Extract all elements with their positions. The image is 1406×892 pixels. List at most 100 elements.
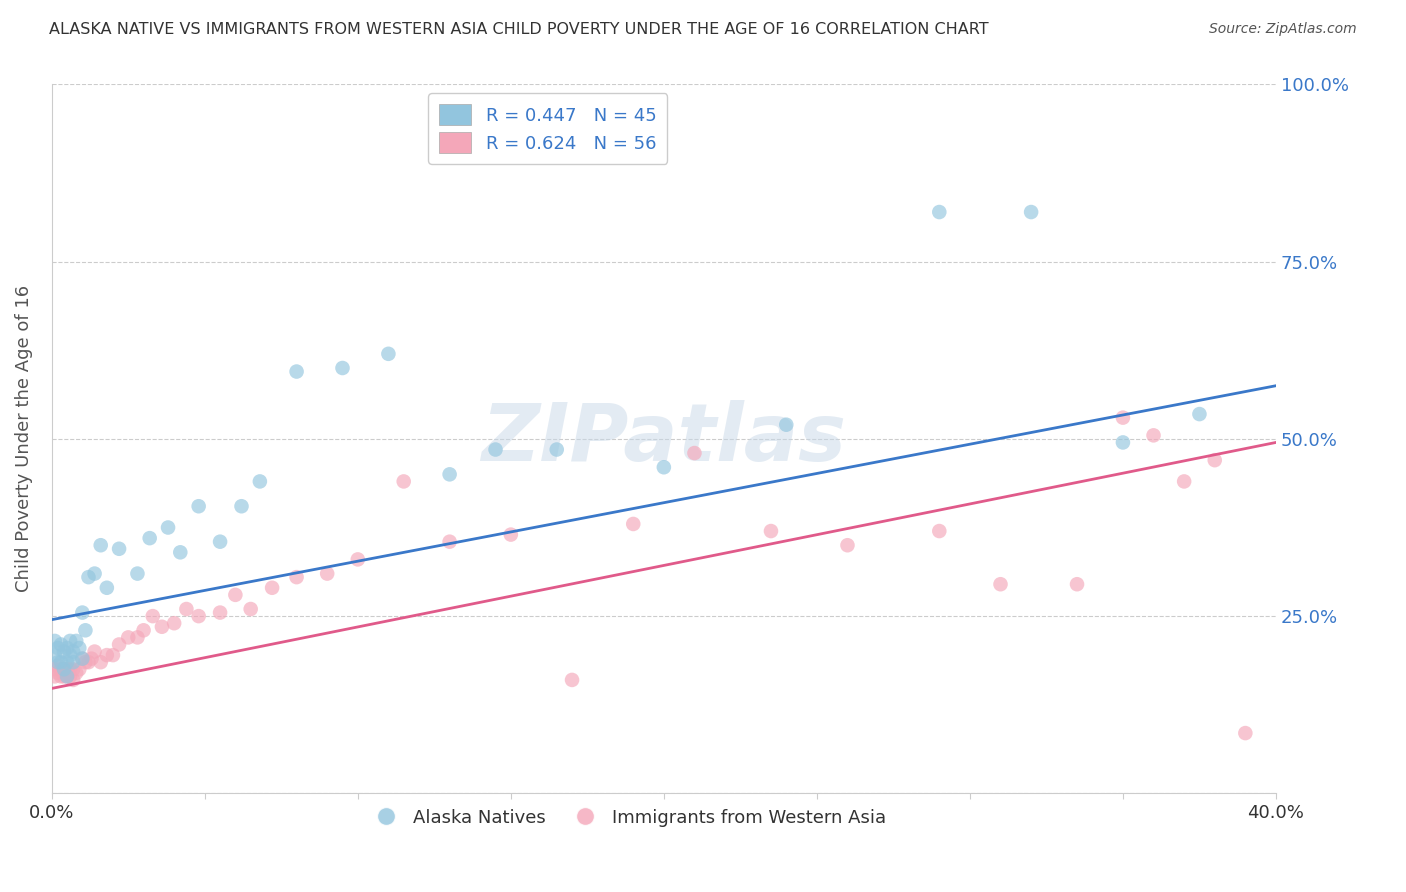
Point	[231, 500, 253, 514]
Point	[49, 669, 72, 683]
Point	[53, 669, 76, 683]
Point	[59, 634, 82, 648]
Point	[65, 665, 87, 680]
Text: Source: ZipAtlas.com: Source: ZipAtlas.com	[1209, 22, 1357, 37]
Point	[53, 644, 76, 658]
Point	[928, 205, 950, 219]
Point	[1204, 453, 1226, 467]
Point	[683, 446, 706, 460]
Point	[285, 570, 308, 584]
Point	[117, 631, 139, 645]
Point	[44, 669, 66, 683]
Point	[127, 566, 149, 581]
Text: ALASKA NATIVE VS IMMIGRANTS FROM WESTERN ASIA CHILD POVERTY UNDER THE AGE OF 16 : ALASKA NATIVE VS IMMIGRANTS FROM WESTERN…	[49, 22, 988, 37]
Point	[621, 516, 644, 531]
Point	[49, 638, 72, 652]
Point	[332, 361, 354, 376]
Point	[108, 541, 131, 556]
Point	[77, 655, 100, 669]
Point	[837, 538, 859, 552]
Point	[44, 648, 66, 662]
Point	[44, 634, 66, 648]
Point	[169, 545, 191, 559]
Point	[285, 365, 308, 379]
Point	[44, 662, 66, 676]
Legend: Alaska Natives, Immigrants from Western Asia: Alaska Natives, Immigrants from Western …	[360, 802, 894, 834]
Point	[1234, 726, 1257, 740]
Point	[62, 673, 84, 687]
Point	[316, 566, 339, 581]
Point	[59, 662, 82, 676]
Point	[108, 638, 131, 652]
Point	[990, 577, 1012, 591]
Point	[65, 634, 87, 648]
Point	[49, 655, 72, 669]
Point	[59, 669, 82, 683]
Point	[46, 655, 69, 669]
Point	[1112, 435, 1135, 450]
Point	[101, 648, 124, 662]
Point	[67, 662, 90, 676]
Y-axis label: Child Poverty Under the Age of 16: Child Poverty Under the Age of 16	[15, 285, 32, 592]
Point	[62, 644, 84, 658]
Point	[53, 662, 76, 676]
Point	[262, 581, 284, 595]
Point	[546, 442, 568, 457]
Point	[142, 609, 165, 624]
Point	[56, 640, 79, 655]
Point	[56, 669, 79, 683]
Point	[46, 665, 69, 680]
Text: ZIPatlas: ZIPatlas	[481, 400, 846, 478]
Point	[239, 602, 262, 616]
Point	[377, 347, 399, 361]
Point	[249, 475, 271, 489]
Point	[928, 524, 950, 538]
Point	[150, 620, 173, 634]
Point	[652, 460, 675, 475]
Point	[176, 602, 198, 616]
Point	[561, 673, 583, 687]
Point	[439, 534, 461, 549]
Point	[392, 475, 415, 489]
Point	[62, 662, 84, 676]
Point	[346, 552, 368, 566]
Point	[759, 524, 782, 538]
Point	[96, 581, 118, 595]
Point	[96, 648, 118, 662]
Point	[56, 655, 79, 669]
Point	[127, 631, 149, 645]
Point	[72, 651, 94, 665]
Point	[484, 442, 506, 457]
Point	[53, 662, 76, 676]
Point	[138, 531, 160, 545]
Point	[1173, 475, 1195, 489]
Point	[1112, 410, 1135, 425]
Point	[72, 651, 94, 665]
Point	[56, 662, 79, 676]
Point	[75, 655, 97, 669]
Point	[1188, 407, 1211, 421]
Point	[132, 624, 155, 638]
Point	[163, 616, 186, 631]
Point	[62, 655, 84, 669]
Point	[187, 609, 209, 624]
Point	[56, 669, 79, 683]
Point	[1019, 205, 1042, 219]
Point	[46, 640, 69, 655]
Point	[80, 651, 103, 665]
Point	[59, 648, 82, 662]
Point	[209, 606, 232, 620]
Point	[157, 520, 180, 534]
Point	[499, 527, 522, 541]
Point	[49, 662, 72, 676]
Point	[90, 538, 112, 552]
Point	[1066, 577, 1088, 591]
Point	[75, 624, 97, 638]
Point	[67, 640, 90, 655]
Point	[83, 644, 105, 658]
Point	[46, 658, 69, 673]
Point	[90, 655, 112, 669]
Point	[439, 467, 461, 482]
Point	[1142, 428, 1164, 442]
Point	[83, 566, 105, 581]
